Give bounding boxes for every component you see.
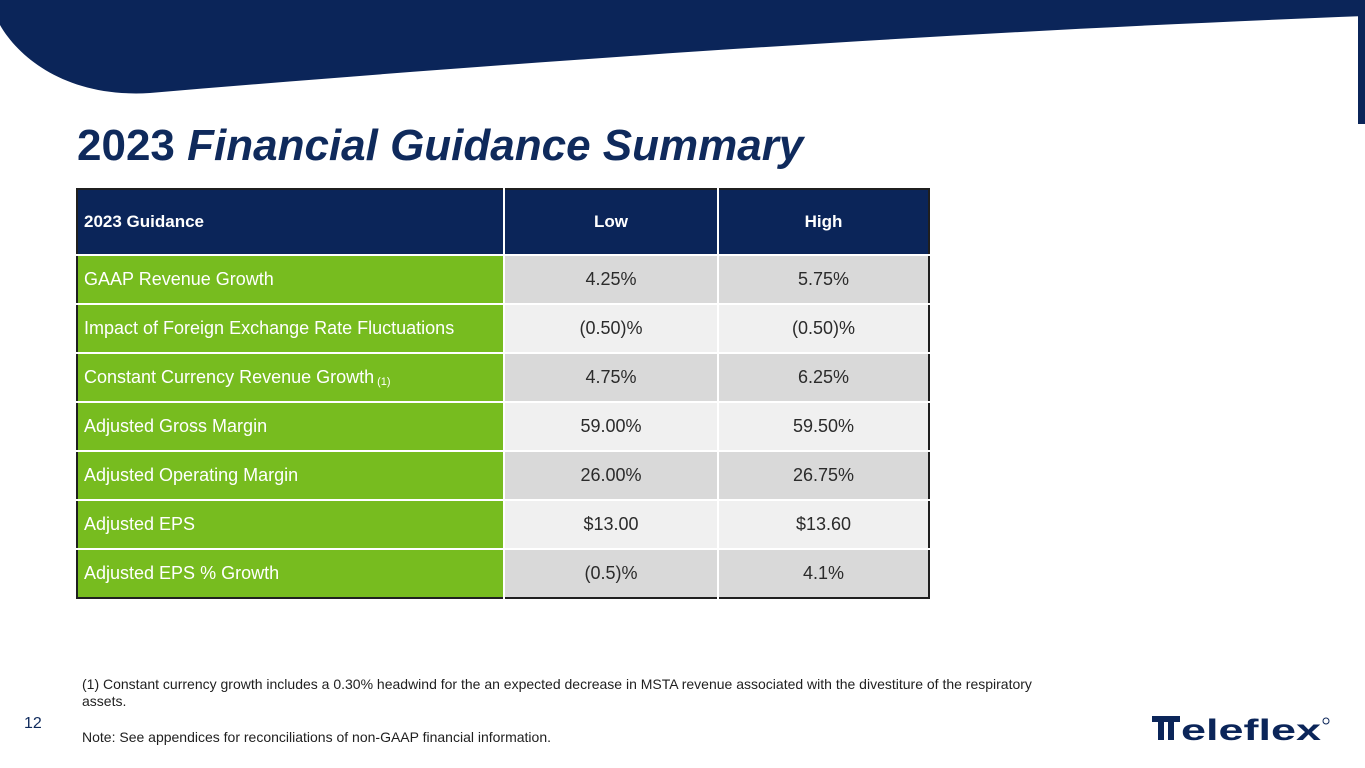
row-label: GAAP Revenue Growth [77,254,505,304]
footnotes: (1) Constant currency growth includes a … [82,676,1057,746]
row-label-text: Adjusted EPS [84,514,196,534]
row-high-value: 4.1% [718,548,929,598]
guidance-table: 2023 Guidance Low High GAAP Revenue Grow… [76,188,930,599]
table-header-row: 2023 Guidance Low High [77,189,929,255]
title-text: Financial Guidance Summary [187,121,804,170]
row-high-value: 59.50% [718,401,929,451]
row-low-value: $13.00 [504,499,719,549]
row-label-text: Impact of Foreign Exchange Rate Fluctuat… [84,318,455,338]
table-row: Adjusted EPS % Growth (0.5)% 4.1% [77,548,929,598]
table-row: Constant Currency Revenue Growth (1) 4.75… [77,352,929,402]
row-low-value: (0.5)% [504,548,719,598]
row-low-value: 4.25% [504,254,719,304]
row-label: Adjusted Operating Margin [77,450,505,500]
header-guidance: 2023 Guidance [77,189,505,255]
header-banner [0,0,1365,124]
header-high: High [718,189,929,255]
footnote-note: Note: See appendices for reconciliations… [82,729,552,745]
row-label: Adjusted EPS [77,499,505,549]
row-high-value: 6.25% [718,352,929,402]
teleflex-logo-icon: eleflex [1152,714,1330,743]
row-label: Adjusted Gross Margin [77,401,505,451]
row-high-value: 26.75% [718,450,929,500]
row-label: Impact of Foreign Exchange Rate Fluctuat… [77,303,505,353]
page-number: 12 [24,715,42,732]
table-row: GAAP Revenue Growth 4.25% 5.75% [77,254,929,304]
table-row: Adjusted Gross Margin 59.00% 59.50% [77,401,929,451]
row-label: Constant Currency Revenue Growth (1) [77,352,505,402]
row-low-value: 26.00% [504,450,719,500]
row-low-value: 59.00% [504,401,719,451]
row-label-text: Adjusted EPS % Growth [84,563,280,583]
page-title: 2023 Financial Guidance Summary [77,118,803,174]
row-low-value: 4.75% [504,352,719,402]
table-row: Adjusted Operating Margin 26.00% 26.75% [77,450,929,500]
footnote-marker: (1) [377,376,391,388]
title-year: 2023 [77,121,175,170]
row-label-text: Adjusted Gross Margin [84,416,268,436]
row-high-value: (0.50)% [718,303,929,353]
header-low: Low [504,189,719,255]
row-high-value: $13.60 [718,499,929,549]
row-high-value: 5.75% [718,254,929,304]
table-row: Adjusted EPS $13.00 $13.60 [77,499,929,549]
footnote-1: (1) Constant currency growth includes a … [82,676,1032,709]
row-label-text: Adjusted Operating Margin [84,465,299,485]
row-label: Adjusted EPS % Growth [77,548,505,598]
row-label-text: Constant Currency Revenue Growth [84,367,375,387]
row-low-value: (0.50)% [504,303,719,353]
row-label-text: GAAP Revenue Growth [84,269,274,289]
table-row: Impact of Foreign Exchange Rate Fluctuat… [77,303,929,353]
logo-text: eleflex [1181,714,1321,743]
